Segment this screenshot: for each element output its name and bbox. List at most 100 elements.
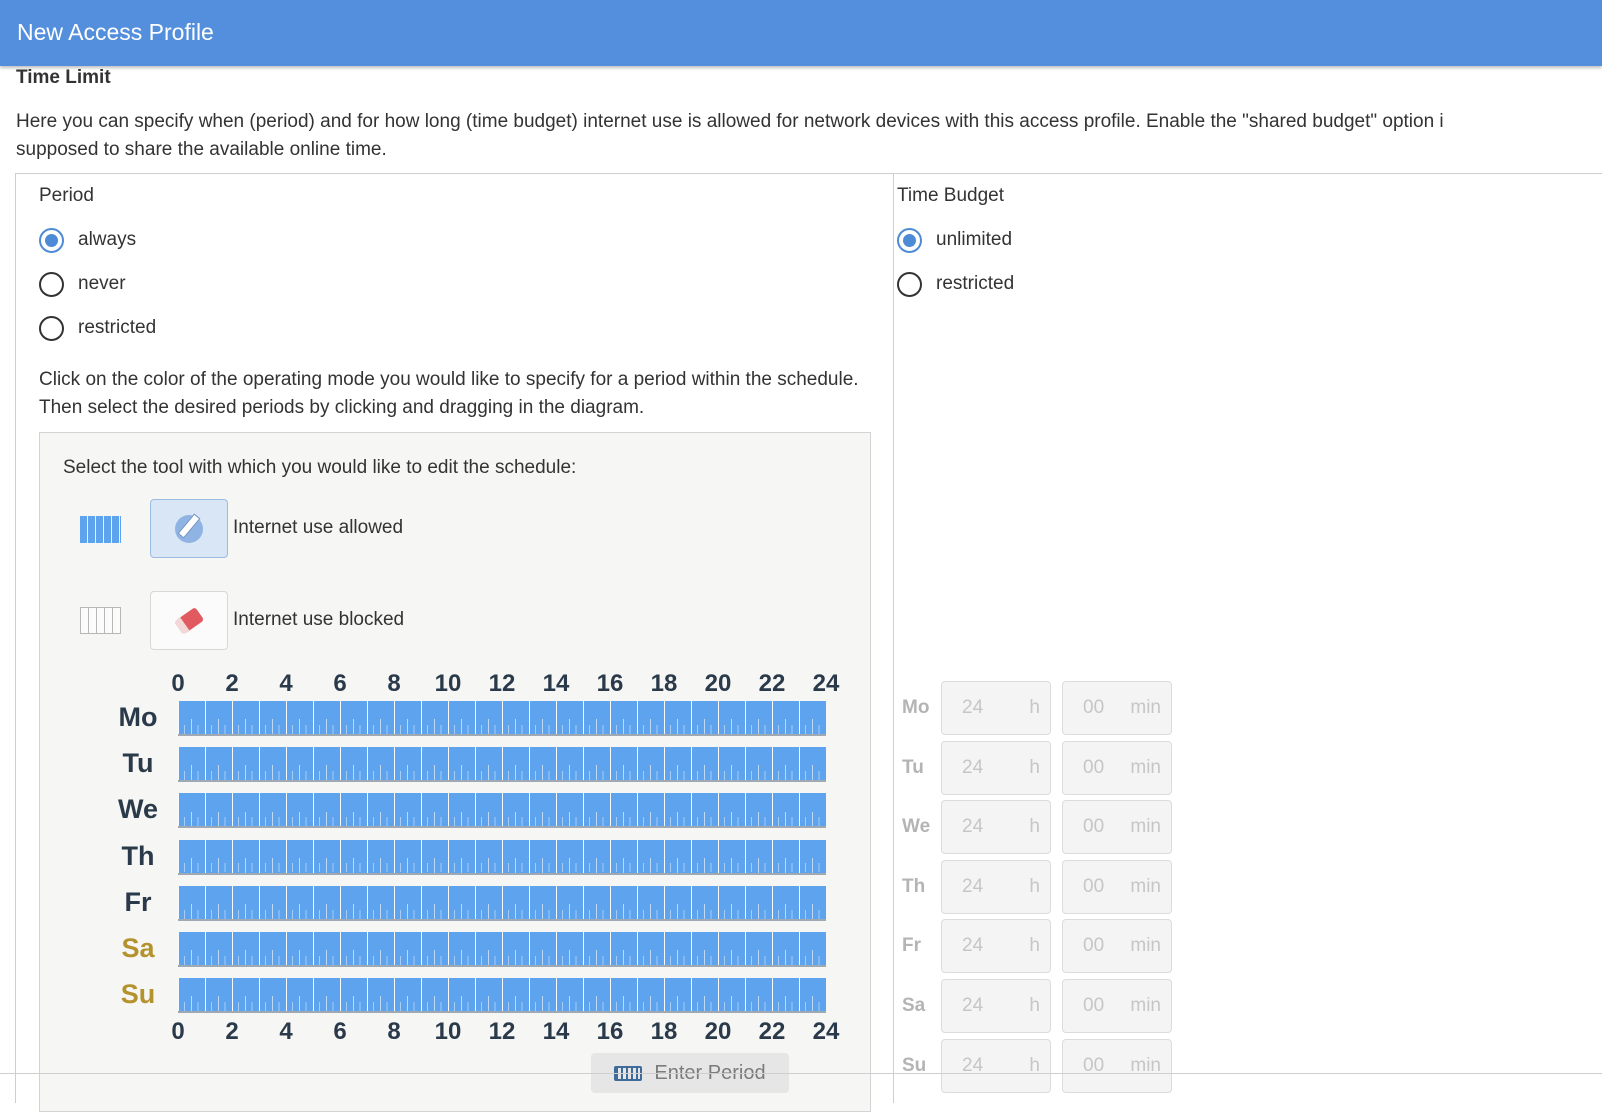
schedule-bar-mo[interactable] <box>178 701 826 736</box>
budget-minutes-value: 00 <box>1083 816 1105 838</box>
budget-hours-value: 24 <box>962 935 984 957</box>
schedule-bar-su[interactable] <box>178 978 826 1014</box>
budget-minutes-input[interactable]: 00 min <box>1062 979 1172 1033</box>
budget-hours-value: 24 <box>962 995 984 1016</box>
period-radio-restricted[interactable] <box>39 315 64 341</box>
period-hint: Click on the color of the operating mode… <box>39 369 859 418</box>
budget-day-label: Sa <box>902 995 926 1016</box>
budget-hours-input[interactable]: 24 h <box>941 979 1051 1033</box>
budget-hours-input[interactable]: 24 h <box>941 800 1051 855</box>
enter-period-label: Enter Period <box>654 1061 766 1084</box>
time-budget-panel: Time Budget unlimited restricted Mo 24 h 00… <box>894 173 1602 1103</box>
budget-radio-restricted[interactable] <box>897 271 922 297</box>
budget-minutes-value: 00 <box>1083 995 1105 1016</box>
hours-unit: h <box>1029 935 1040 957</box>
hour-tick-label: 18 <box>650 1018 678 1045</box>
budget-hours-input[interactable]: 24 h <box>941 919 1051 974</box>
eraser-icon <box>173 606 205 635</box>
budget-minutes-input[interactable]: 00 min <box>1062 859 1172 914</box>
minutes-unit: min <box>1130 697 1161 718</box>
budget-minutes-value: 00 <box>1083 875 1105 897</box>
allowed-tool-label: Internet use allowed <box>233 517 404 538</box>
hours-unit: h <box>1029 816 1040 838</box>
minutes-unit: min <box>1130 816 1161 838</box>
budget-day-label: Su <box>902 1054 927 1076</box>
budget-option-label: restricted <box>936 273 1015 294</box>
schedule-bar-fr[interactable] <box>178 885 826 921</box>
hour-tick-label: 2 <box>225 670 239 697</box>
budget-radio-unlimited[interactable] <box>897 227 922 253</box>
schedule-bar-we[interactable] <box>178 793 826 829</box>
budget-hours-value: 24 <box>962 697 984 718</box>
day-label-mo: Mo <box>118 702 158 732</box>
budget-hours-input[interactable]: 24 h <box>941 1038 1051 1093</box>
hour-tick-label: 0 <box>171 1018 185 1045</box>
hour-tick-label: 14 <box>542 1018 570 1045</box>
budget-hours-value: 24 <box>962 1054 984 1076</box>
allowed-color-swatch[interactable] <box>80 516 121 543</box>
period-option-restricted[interactable]: restricted <box>39 314 156 342</box>
budget-option-unlimited[interactable]: unlimited <box>897 226 1012 254</box>
budget-minutes-input[interactable]: 00 min <box>1062 681 1172 735</box>
budget-minutes-input[interactable]: 00 min <box>1062 800 1172 855</box>
hours-unit: h <box>1029 995 1040 1016</box>
period-option-always[interactable]: always <box>39 226 136 254</box>
budget-day-label: Th <box>902 875 926 897</box>
budget-option-restricted[interactable]: restricted <box>897 270 1014 298</box>
footer-divider <box>0 1073 1602 1074</box>
hour-tick-label: 10 <box>434 1018 462 1045</box>
hour-tick-label: 16 <box>596 670 624 697</box>
hour-tick-label: 8 <box>387 1018 401 1045</box>
minutes-unit: min <box>1130 875 1161 897</box>
hour-tick-label: 0 <box>171 670 185 697</box>
budget-minutes-input[interactable]: 00 min <box>1062 919 1172 974</box>
budget-minutes-value: 00 <box>1083 1054 1105 1076</box>
hour-tick-label: 12 <box>488 670 516 697</box>
budget-minutes-input[interactable]: 00 min <box>1062 1038 1172 1093</box>
period-option-never[interactable]: never <box>39 270 126 298</box>
intro-line-1: Here you can specify when (period) and f… <box>16 111 1444 132</box>
pencil-icon <box>175 514 203 543</box>
day-label-we: We <box>117 794 158 825</box>
hours-unit: h <box>1029 697 1040 718</box>
day-label-sa: Sa <box>121 933 155 963</box>
hour-tick-label: 22 <box>758 670 786 697</box>
hour-axis-top: 0 2 4 6 8 10 12 14 16 18 20 22 24 <box>171 670 839 697</box>
blocked-tool-button[interactable] <box>150 591 228 650</box>
budget-hours-input[interactable]: 24 h <box>941 859 1051 914</box>
schedule-bar-sa[interactable] <box>178 932 826 967</box>
hours-unit: h <box>1029 875 1040 897</box>
budget-hours-value: 24 <box>962 816 984 838</box>
period-radio-never[interactable] <box>39 271 64 297</box>
budget-minutes-value: 00 <box>1083 697 1105 718</box>
hour-tick-label: 18 <box>650 670 678 697</box>
hour-tick-label: 6 <box>333 670 347 697</box>
budget-day-label: Tu <box>902 756 924 778</box>
budget-minutes-value: 00 <box>1083 935 1105 957</box>
window-title-bar: New Access Profile <box>0 0 1602 66</box>
hour-tick-label: 12 <box>488 1018 516 1045</box>
schedule-bar-th[interactable] <box>178 839 826 875</box>
allowed-tool-button[interactable] <box>150 499 228 558</box>
budget-day-label: Mo <box>902 697 930 718</box>
hour-tick-label: 10 <box>434 670 462 697</box>
hour-tick-label: 4 <box>279 670 293 697</box>
blocked-tool-label: Internet use blocked <box>233 609 405 630</box>
intro-text: Here you can specify when (period) and f… <box>16 108 1596 164</box>
schedule-bar-tu[interactable] <box>178 747 826 783</box>
hour-tick-label: 8 <box>387 670 401 697</box>
hour-tick-label: 22 <box>758 1018 786 1045</box>
day-label-fr: Fr <box>124 886 152 917</box>
hour-tick-label: 16 <box>596 1018 624 1045</box>
period-radio-always[interactable] <box>39 227 64 253</box>
blocked-color-swatch[interactable] <box>80 607 121 634</box>
minutes-unit: min <box>1130 995 1161 1016</box>
budget-hours-input[interactable]: 24 h <box>941 681 1051 735</box>
budget-day-label: Fr <box>902 935 921 957</box>
budget-hours-input[interactable]: 24 h <box>941 740 1051 795</box>
period-panel: Period always never restricted Click on … <box>15 173 894 1112</box>
budget-minutes-input[interactable]: 00 min <box>1062 740 1172 795</box>
minutes-unit: min <box>1130 1054 1161 1076</box>
minutes-unit: min <box>1130 935 1161 957</box>
day-label-th: Th <box>121 840 155 871</box>
